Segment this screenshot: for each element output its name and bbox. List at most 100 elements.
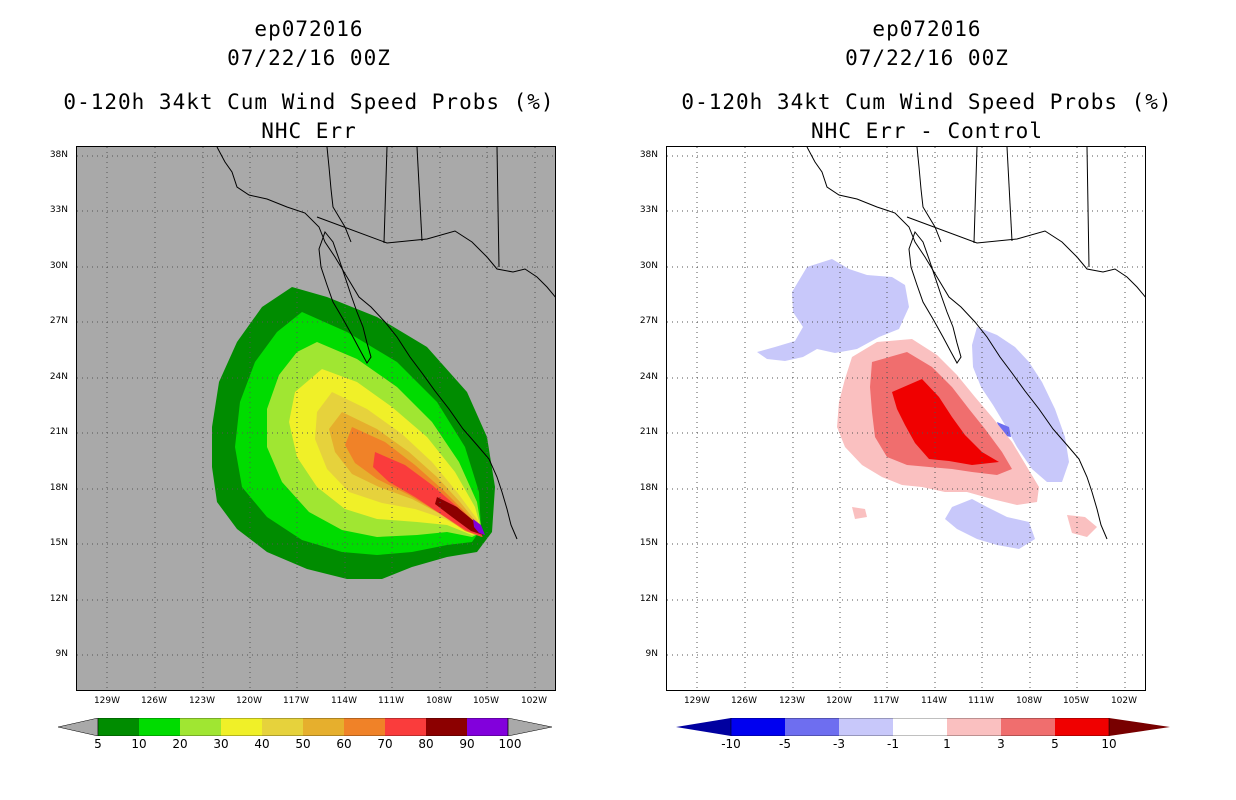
- date-title: 07/22/16 00Z: [845, 46, 1009, 70]
- lon-label: 129W: [93, 696, 121, 706]
- lon-label: 102W: [1110, 696, 1138, 706]
- contour-neg-1: [972, 327, 1069, 482]
- subtitle: NHC Err - Control: [811, 119, 1043, 143]
- colorbar-tick: 1: [943, 737, 951, 751]
- colorbar-tick: 70: [377, 737, 393, 751]
- contour-pos-1: [852, 507, 867, 519]
- lon-label: 111W: [967, 696, 995, 706]
- lat-label: 15N: [49, 538, 68, 548]
- colorbar-segment: [426, 718, 467, 736]
- colorbar-tick: -5: [779, 737, 791, 751]
- lat-label: 30N: [49, 261, 68, 271]
- product-title: 0-120h 34kt Cum Wind Speed Probs (%): [63, 90, 555, 114]
- lat-label: 18N: [639, 483, 658, 493]
- lon-label: 126W: [140, 696, 168, 706]
- colorbar-segment: [1055, 718, 1109, 736]
- right-panel: ep072016 07/22/16 00Z 0-120h 34kt Cum Wi…: [618, 0, 1236, 800]
- lon-label: 117W: [282, 696, 310, 706]
- contour-neg-1: [945, 499, 1035, 549]
- lon-label: 102W: [520, 696, 548, 706]
- lon-label: 105W: [1062, 696, 1090, 706]
- colorbar-segment: [947, 718, 1001, 736]
- probability-map-canvas: [77, 147, 555, 690]
- probability-map: [76, 146, 556, 691]
- probability-colorbar: [58, 718, 553, 736]
- colorbar-tick: 20: [172, 737, 188, 751]
- contour-pos-5: [892, 379, 999, 465]
- colorbar-tick: -10: [721, 737, 741, 751]
- colorbar-tick: 30: [213, 737, 229, 751]
- product-title: 0-120h 34kt Cum Wind Speed Probs (%): [681, 90, 1173, 114]
- colorbar-segment: [385, 718, 426, 736]
- lon-label: 108W: [1015, 696, 1043, 706]
- lat-label: 15N: [639, 538, 658, 548]
- contour-90: [473, 519, 485, 535]
- colorbar-segment: [467, 718, 508, 736]
- colorbar-segment: [839, 718, 893, 736]
- colorbar-tick: 60: [336, 737, 352, 751]
- lat-label: 21N: [639, 427, 658, 437]
- lon-label: 123W: [188, 696, 216, 706]
- lat-label: 12N: [49, 594, 68, 604]
- colorbar-tick: 100: [498, 737, 522, 751]
- lat-label: 21N: [49, 427, 68, 437]
- colorbar-over-triangle: [507, 718, 553, 736]
- contour-80: [435, 497, 483, 535]
- colorbar-segment: [139, 718, 180, 736]
- coastlines: [806, 147, 1145, 540]
- lat-label: 30N: [639, 261, 658, 271]
- lon-label: 120W: [235, 696, 263, 706]
- lat-label: 9N: [55, 649, 68, 659]
- lat-label: 38N: [639, 150, 658, 160]
- lon-label: 114W: [920, 696, 948, 706]
- colorbar-tick: 10: [1101, 737, 1117, 751]
- colorbar-tick: -1: [887, 737, 899, 751]
- colorbar-tick: 5: [94, 737, 102, 751]
- lat-label: 24N: [49, 372, 68, 382]
- lat-label: 33N: [49, 205, 68, 215]
- coastlines: [216, 147, 555, 540]
- difference-colorbar: [676, 718, 1170, 736]
- lat-label: 12N: [639, 594, 658, 604]
- subtitle: NHC Err: [261, 119, 357, 143]
- lon-label: 126W: [730, 696, 758, 706]
- positive-difference-contours: [837, 339, 1097, 537]
- colorbar-tick: 50: [295, 737, 311, 751]
- left-panel: ep072016 07/22/16 00Z 0-120h 34kt Cum Wi…: [49, 17, 556, 751]
- colorbar-segment: [180, 718, 221, 736]
- colorbar-over-triangle: [1109, 718, 1170, 736]
- lon-label: 123W: [778, 696, 806, 706]
- lon-label: 117W: [872, 696, 900, 706]
- storm-id-title: ep072016: [872, 17, 982, 41]
- contour-pos-1: [1067, 515, 1097, 537]
- colorbar-segment: [731, 718, 785, 736]
- lon-label: 114W: [330, 696, 358, 706]
- colorbar-segment: [893, 718, 947, 736]
- colorbar-under-triangle: [676, 718, 731, 736]
- colorbar-tick: 90: [459, 737, 475, 751]
- colorbar-segment: [98, 718, 139, 736]
- colorbar-segment: [262, 718, 303, 736]
- lat-label: 27N: [639, 316, 658, 326]
- colorbar-tick: 3: [997, 737, 1005, 751]
- storm-id-title: ep072016: [254, 17, 364, 41]
- contour-neg-1: [757, 259, 909, 361]
- colorbar-segment: [303, 718, 344, 736]
- lon-label: 111W: [377, 696, 405, 706]
- date-title: 07/22/16 00Z: [227, 46, 391, 70]
- colorbar-segment: [221, 718, 262, 736]
- lon-label: 120W: [825, 696, 853, 706]
- grid-lines: [667, 147, 1145, 690]
- difference-map-canvas: [667, 147, 1145, 690]
- grid-lines: [77, 147, 555, 690]
- colorbar-tick: 80: [418, 737, 434, 751]
- lat-label: 18N: [49, 483, 68, 493]
- colorbar-tick: 5: [1051, 737, 1059, 751]
- colorbar-segment: [1001, 718, 1055, 736]
- lon-label: 129W: [683, 696, 711, 706]
- colorbar-tick: 10: [131, 737, 147, 751]
- lon-label: 105W: [472, 696, 500, 706]
- colorbar-tick: 40: [254, 737, 270, 751]
- lat-label: 9N: [645, 649, 658, 659]
- lat-label: 38N: [49, 150, 68, 160]
